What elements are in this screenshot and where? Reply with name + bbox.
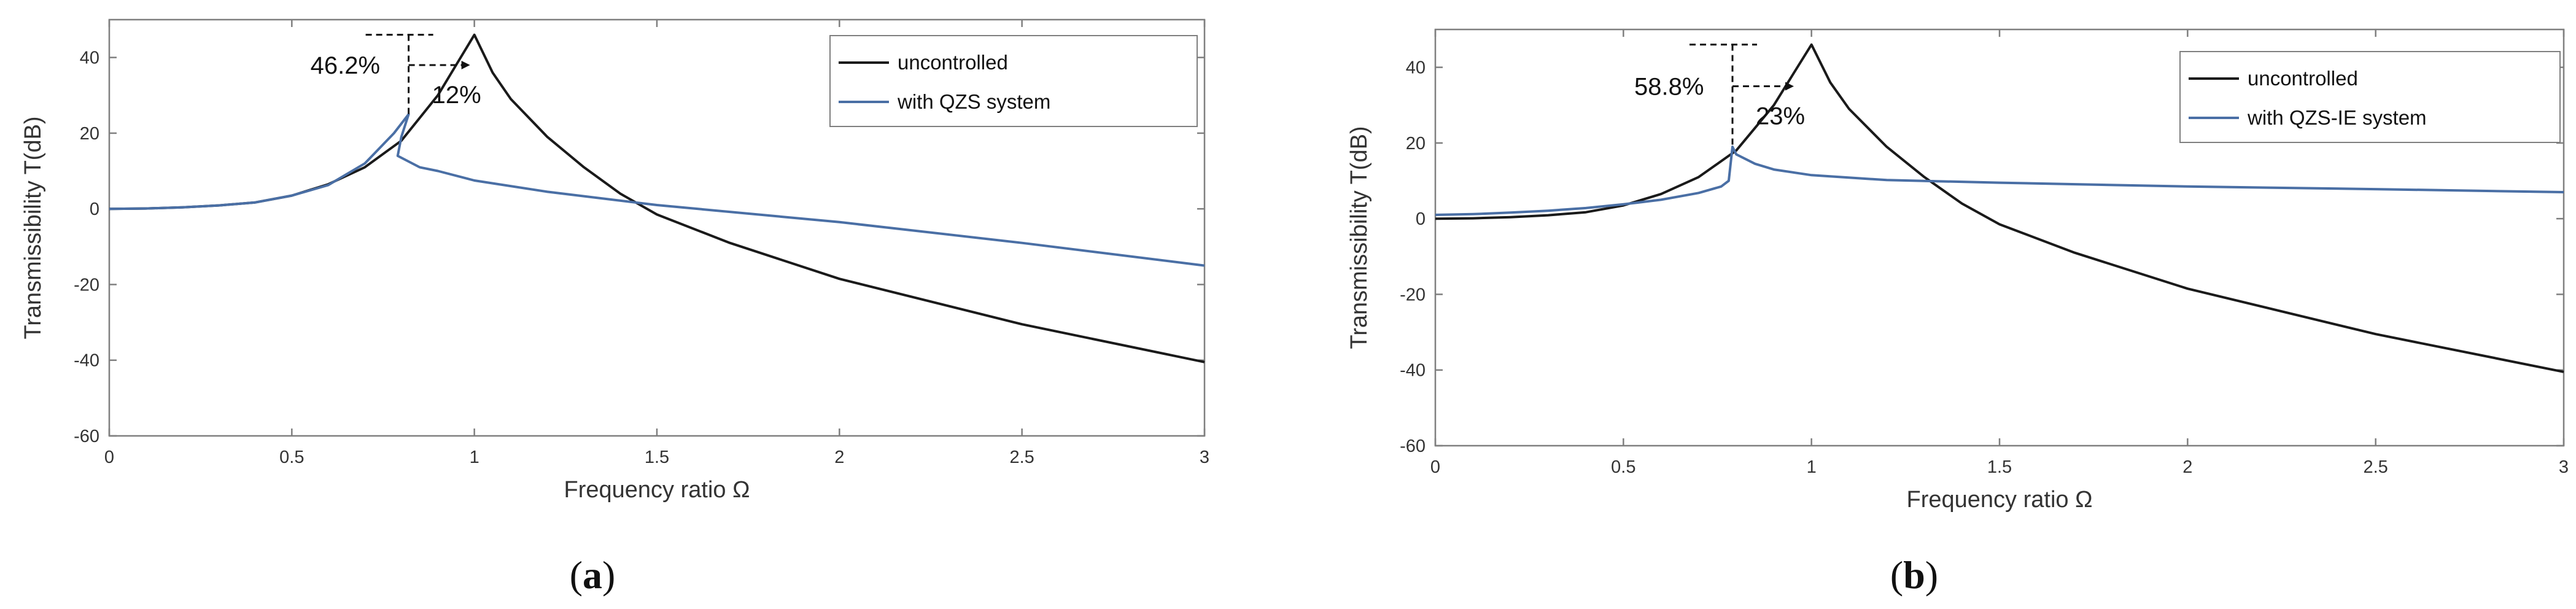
y-tick-label-b-5: 40	[1406, 58, 1426, 78]
x-tick-label-a-3: 1.5	[645, 448, 669, 467]
x-tick-label-b-6: 3	[2559, 457, 2569, 477]
chart-b-series	[1435, 43, 2564, 373]
chart-a-xlabel: Frequency ratio Ω	[564, 477, 750, 503]
x-tick-label-b-1: 0.5	[1611, 457, 1635, 477]
caption-b: (b)	[1890, 553, 1938, 597]
x-tick-label-a-5: 2.5	[1010, 448, 1034, 467]
y-tick-label-a-0: -60	[74, 427, 99, 446]
y-tick-label-b-2: -20	[1400, 285, 1426, 304]
x-tick-label-a-4: 2	[834, 448, 844, 467]
y-tick-label-a-1: -40	[74, 351, 99, 371]
annotation-a-reduction-1: 46.2%	[311, 52, 380, 79]
y-tick-label-a-2: -20	[74, 275, 99, 295]
chart-a-ticks: 0 0.5 1 1.5 2 2.5 3 -60 -40 -20 0 20 40	[74, 20, 1209, 467]
arrowhead-b	[1785, 82, 1794, 91]
chart-b-ylabel: Transmissibility T(dB)	[1346, 126, 1372, 349]
chart-b-ticks: 0 0.5 1 1.5 2 2.5 3 -60 -40 -20 0 20 40	[1400, 29, 2569, 477]
caption-a: (a)	[570, 553, 616, 597]
y-tick-label-a-3: 0	[90, 200, 99, 219]
x-tick-label-b-5: 2.5	[2364, 457, 2388, 477]
series-b-uncontrolled	[1435, 43, 2564, 373]
annotation-a-reduction-2: 12%	[432, 82, 481, 109]
chart-b-legend: uncontrolled with QZS-IE system	[2179, 51, 2561, 143]
y-tick-label-a-5: 40	[80, 48, 99, 68]
x-tick-label-a-1: 0.5	[279, 448, 304, 467]
y-tick-label-a-4: 20	[80, 124, 99, 144]
x-tick-label-b-2: 1	[1807, 457, 1817, 477]
legend-b-box	[2179, 51, 2561, 143]
legend-a-label-2: with QZS system	[897, 90, 1050, 113]
x-tick-label-a-2: 1	[470, 448, 479, 467]
series-a-controlled	[109, 113, 1205, 267]
y-tick-label-b-0: -60	[1400, 436, 1426, 456]
series-b-controlled	[1435, 145, 2564, 216]
x-tick-label-b-3: 1.5	[1987, 457, 2012, 477]
x-tick-label-b-4: 2	[2182, 457, 2192, 477]
y-tick-label-b-4: 20	[1406, 134, 1426, 153]
legend-b-label-2: with QZS-IE system	[2247, 106, 2427, 129]
chart-a-ylabel: Transmissibility T(dB)	[20, 116, 46, 339]
y-tick-label-b-3: 0	[1416, 209, 1426, 229]
arrowhead-a	[461, 60, 470, 69]
chart-a: 0 0.5 1 1.5 2 2.5 3 -60 -40 -20 0 20 40 46.2% 12% un…	[20, 18, 1209, 597]
annotation-b-reduction-1: 58.8%	[1634, 73, 1704, 100]
legend-b-label-1: uncontrolled	[2248, 67, 2358, 90]
legend-a-label-1: uncontrolled	[898, 51, 1008, 74]
x-tick-label-a-6: 3	[1200, 448, 1209, 467]
chart-b-xlabel: Frequency ratio Ω	[1907, 487, 2093, 513]
chart-a-annotations: 46.2% 12%	[311, 34, 481, 115]
chart-a-legend: uncontrolled with QZS system	[829, 35, 1198, 127]
x-tick-label-a-0: 0	[104, 448, 114, 467]
chart-b-annotations: 58.8% 23%	[1634, 44, 1805, 147]
annotation-b-reduction-2: 23%	[1756, 103, 1805, 130]
legend-a-box	[829, 35, 1198, 127]
chart-b: 0 0.5 1 1.5 2 2.5 3 -60 -40 -20 0 20 40 58.8% 23% un…	[1346, 28, 2569, 597]
x-tick-label-b-0: 0	[1430, 457, 1440, 477]
y-tick-label-b-1: -40	[1400, 361, 1426, 381]
